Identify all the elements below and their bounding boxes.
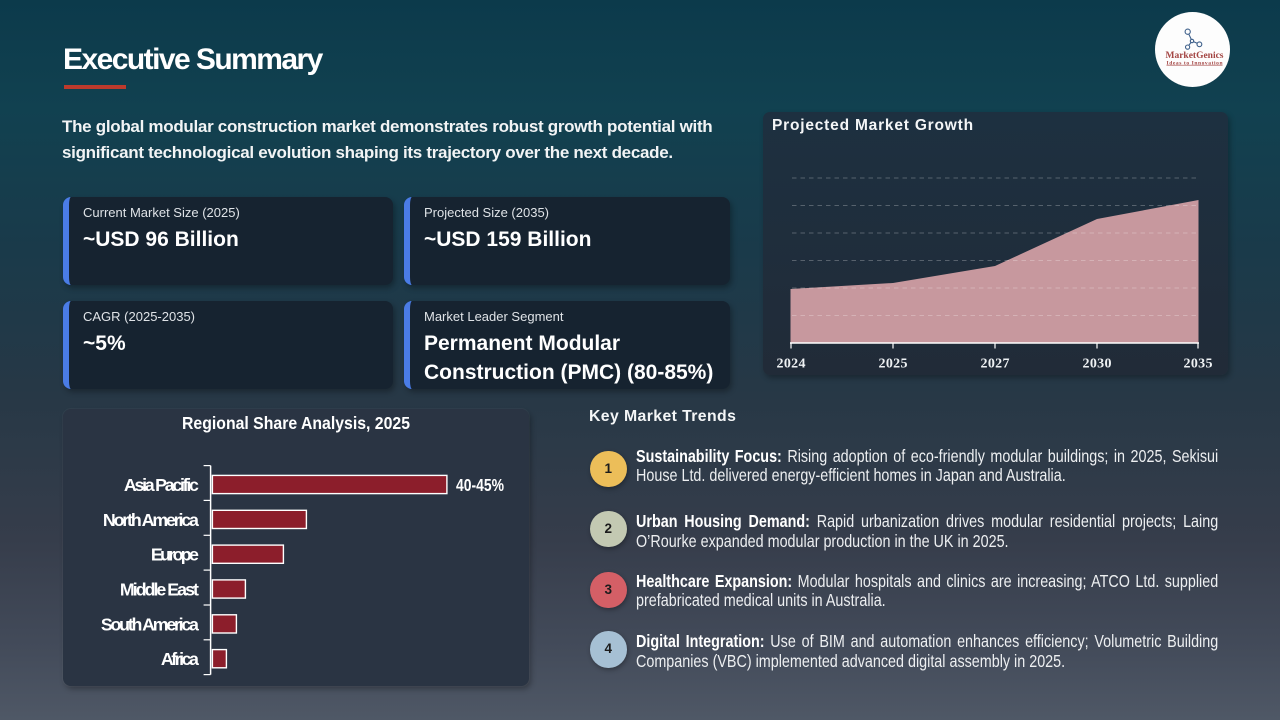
svg-text:40-45%: 40-45%	[456, 475, 504, 495]
svg-text:Asia Pacific: Asia Pacific	[124, 475, 199, 495]
svg-text:Middle East: Middle East	[120, 580, 199, 600]
svg-text:North America: North America	[103, 510, 199, 530]
svg-text:2025: 2025	[879, 357, 908, 372]
svg-text:2030: 2030	[1083, 357, 1112, 372]
svg-text:2024: 2024	[777, 357, 806, 372]
svg-text:South America: South America	[101, 614, 199, 634]
svg-text:2027: 2027	[981, 357, 1010, 372]
svg-text:Europe: Europe	[151, 545, 199, 565]
svg-text:Regional Share Analysis, 2025: Regional Share Analysis, 2025	[182, 413, 410, 433]
svg-text:Africa: Africa	[161, 649, 199, 669]
svg-text:2035: 2035	[1184, 357, 1213, 372]
svg-text:MarketGenics: MarketGenics	[1166, 51, 1224, 61]
svg-text:Ideas to Innovation: Ideas to Innovation	[1167, 60, 1223, 66]
